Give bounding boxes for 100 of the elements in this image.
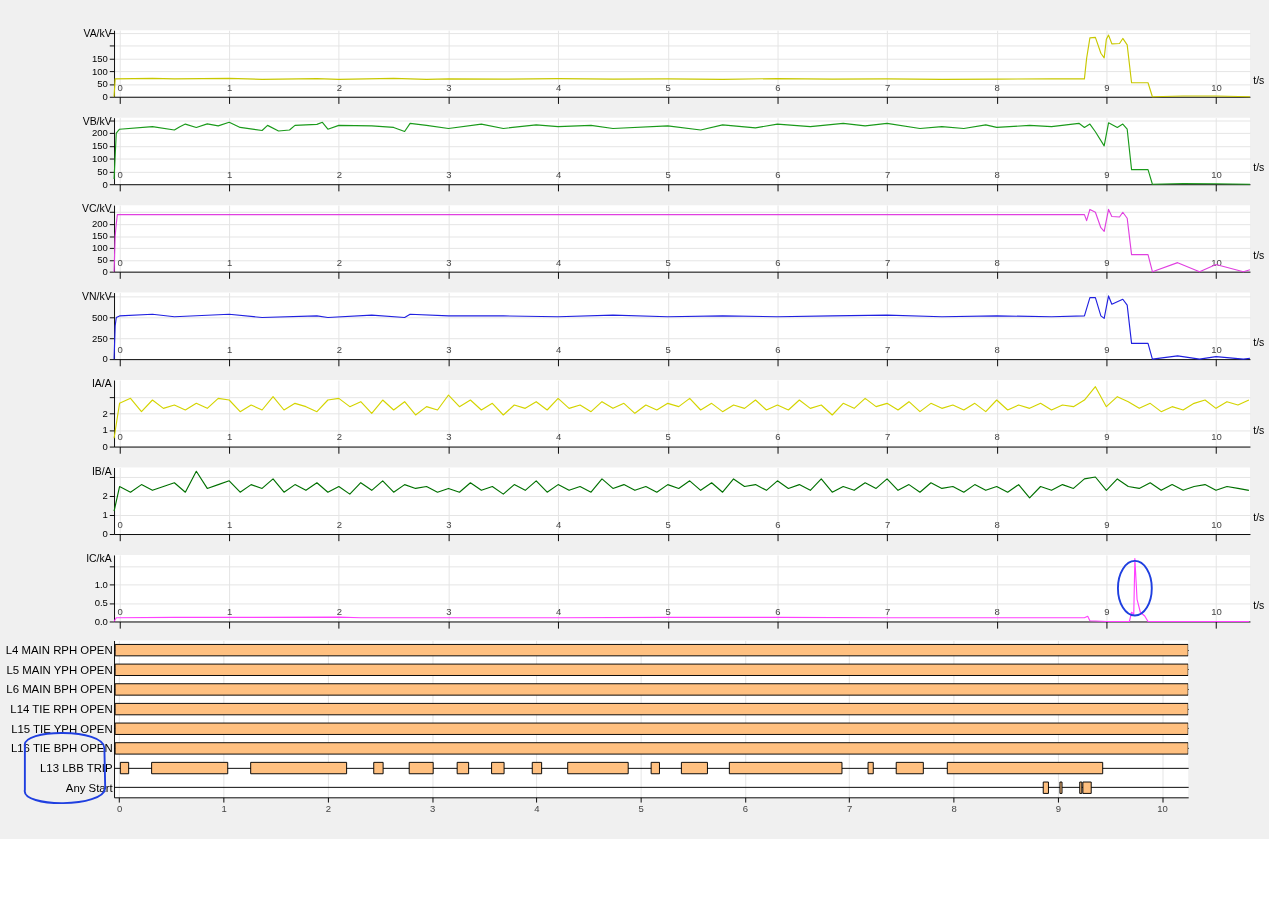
x-tick-label: 2: [336, 431, 342, 443]
y-tick-label: 1.0: [94, 578, 108, 590]
x-tick-label: 3: [446, 343, 452, 355]
line-series: [113, 470, 1250, 512]
x-tick-label: 3: [446, 431, 452, 443]
x-tick-label: 4: [555, 431, 562, 443]
y-axis-title: VA/kV: [83, 28, 112, 40]
x-tick-label: 10: [1211, 606, 1222, 618]
y-tick-label: 0: [102, 266, 108, 278]
y-axis-title: IA/A: [91, 378, 112, 390]
y-tick-label: L5 MAIN YPH OPEN: [6, 663, 113, 676]
x-tick-label: 7: [884, 518, 891, 530]
line-series: [113, 121, 1251, 185]
x-tick-label: 2: [336, 343, 342, 355]
x-tick-label: 6: [775, 81, 781, 93]
x-tick-label: 10: [1211, 169, 1222, 181]
x-tick-label: 0: [117, 81, 123, 93]
y-tick-label: 2: [102, 490, 108, 502]
bar: [114, 722, 1189, 735]
x-tick-label: 7: [884, 169, 891, 181]
x-axis-title: t/s: [1253, 249, 1265, 261]
x-tick-label: 7: [884, 81, 891, 93]
x-axis-title: t/s: [1253, 599, 1265, 611]
x-tick-label: 10: [1211, 518, 1222, 530]
x-tick-label: 4: [555, 606, 562, 618]
y-tick-label: 250: [92, 332, 108, 344]
x-tick-label: 0: [117, 169, 123, 181]
x-tick-label: 2: [336, 518, 342, 530]
y-tick-label: 50: [97, 254, 108, 266]
x-tick-label: 5: [638, 803, 644, 815]
x-tick-label: 0: [117, 431, 123, 443]
bar: [114, 702, 1189, 716]
x-tick-label: 9: [1104, 518, 1110, 530]
y-axis-title: IC/kA: [86, 553, 112, 565]
x-tick-label: 6: [775, 169, 781, 181]
y-tick-label: L6 MAIN BPH OPEN: [6, 683, 113, 696]
x-tick-label: 6: [775, 431, 781, 443]
x-tick-label: 0: [117, 803, 123, 815]
y-tick-label: 100: [92, 65, 108, 77]
y-tick-label: 200: [92, 127, 108, 139]
x-tick-label: 7: [847, 803, 853, 815]
x-tick-label: 1: [221, 803, 227, 815]
y-tick-label: 150: [92, 230, 108, 242]
x-tick-label: 4: [534, 803, 540, 815]
x-tick-label: 4: [555, 256, 562, 268]
x-tick-label: 3: [446, 169, 452, 181]
x-tick-label: 9: [1104, 343, 1110, 355]
x-tick-label: 5: [665, 81, 671, 93]
x-tick-label: 10: [1211, 343, 1222, 355]
x-tick-label: 0: [117, 606, 123, 618]
y-axis-title: VN/kV: [82, 290, 112, 302]
x-axis-title: t/s: [1253, 162, 1265, 174]
x-tick-label: 5: [665, 431, 671, 443]
y-tick-label: 100: [92, 152, 108, 164]
x-tick-label: 7: [884, 256, 891, 268]
x-tick-label: 6: [775, 343, 781, 355]
x-tick-label: 1: [227, 431, 233, 443]
x-tick-label: 3: [446, 81, 452, 93]
x-tick-label: 9: [1104, 81, 1110, 93]
line-series: [113, 558, 1250, 623]
y-tick-label: 0: [102, 353, 108, 365]
x-tick-label: 9: [1104, 256, 1110, 268]
x-tick-label: 9: [1104, 431, 1110, 443]
x-tick-label: 10: [1211, 256, 1222, 268]
line-series: [113, 34, 1251, 98]
x-tick-label: 8: [994, 606, 1000, 618]
bar: [114, 663, 1189, 676]
y-tick-label: 50: [97, 78, 108, 90]
y-tick-label: 0: [102, 178, 108, 190]
x-tick-label: 1: [227, 81, 233, 93]
x-tick-label: 5: [665, 256, 671, 268]
line-series: [113, 386, 1250, 439]
x-tick-label: 3: [446, 518, 452, 530]
x-tick-label: 8: [994, 81, 1000, 93]
y-tick-label: 0: [102, 440, 108, 452]
y-tick-label: 1: [102, 509, 108, 521]
x-tick-label: 5: [665, 518, 671, 530]
y-tick-label: 150: [92, 52, 108, 64]
y-tick-label: L4 MAIN RPH OPEN: [5, 643, 113, 656]
bar: [114, 742, 1189, 755]
x-tick-label: 8: [951, 803, 957, 815]
x-tick-label: 3: [429, 803, 436, 815]
x-tick-label: 10: [1211, 81, 1222, 93]
x-tick-label: 4: [555, 169, 562, 181]
x-tick-label: 7: [884, 343, 891, 355]
x-tick-label: 1: [227, 343, 233, 355]
x-tick-label: 5: [665, 169, 671, 181]
x-tick-label: 4: [555, 81, 562, 93]
y-tick-label: 500: [92, 311, 108, 323]
x-tick-label: 5: [665, 343, 671, 355]
x-tick-label: 8: [994, 169, 1000, 181]
x-tick-label: 5: [665, 606, 671, 618]
bar: [114, 683, 1189, 696]
x-tick-label: 2: [336, 606, 342, 618]
y-axis-title: VC/kV: [82, 203, 112, 215]
y-tick-label: L15 TIE YPH OPEN: [11, 722, 113, 735]
x-tick-label: 9: [1055, 803, 1061, 815]
x-tick-label: 9: [1104, 169, 1110, 181]
y-axis-title: IB/A: [91, 465, 112, 477]
bar: [114, 643, 1189, 657]
